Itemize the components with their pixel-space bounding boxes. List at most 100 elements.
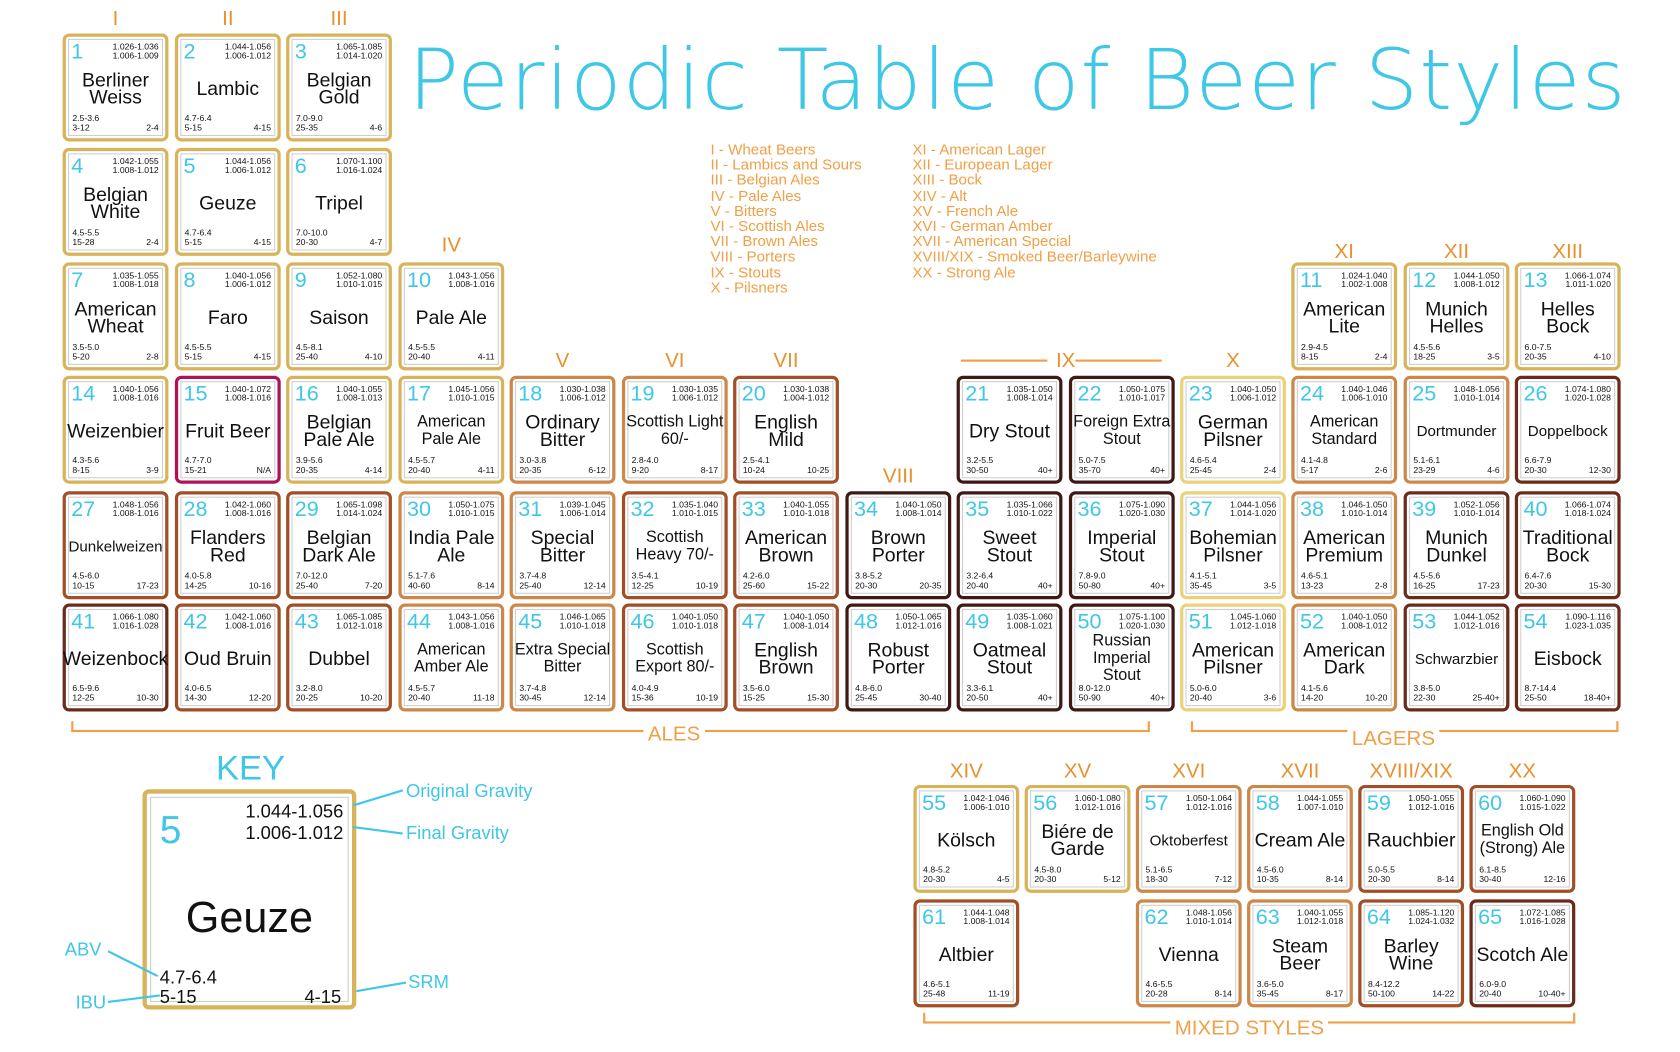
element-ibu: 9-20 [631,465,649,476]
element-inner-border [850,608,946,707]
element-ibu: 20-40 [1189,693,1212,703]
key-style-name: Geuze [185,893,314,942]
element-final-gravity: 1.008-1.016 [448,620,495,631]
mixed-label: MIXED STYLES [1170,1018,1329,1040]
element-srm: 5-12 [1103,874,1121,885]
element-srm: 10-25 [807,465,830,476]
element-inner-border [1185,381,1281,479]
element-style-name: Special Bitter [530,526,595,566]
element-abv: 4.0-5.8 [184,571,212,581]
style-element: 58 1.044-1.055 1.007-1.010 Cream Ale 4.5-6.0… [1247,784,1353,893]
element-original-gravity: 1.042-1.055 [112,156,159,167]
element-style-name: Dortmunder [1416,422,1497,440]
element-final-gravity: 1.008-1.014 [963,916,1010,927]
element-final-gravity: 1.006-1.014 [559,508,606,519]
element-original-gravity: 1.065-1.085 [336,612,383,622]
style-element: 62 1.048-1.056 1.010-1.014 Vienna 4.6-5.5 20-… [1135,899,1242,1008]
style-element: 29 1.065-1.098 1.014-1.024 Belgian Dark Ale… [286,491,392,600]
element-style-name: American Premium [1303,526,1386,566]
element-final-gravity: 1.008-1.021 [1006,620,1053,631]
element-srm: 2-4 [146,123,159,133]
element-srm: N/A [256,465,272,476]
element-inner-border [1296,608,1392,707]
element-inner-border [403,608,499,707]
element-srm: 3-9 [146,465,159,476]
element-abv: 3.7-4.8 [519,683,547,694]
style-element: 34 1.040-1.050 1.008-1.014 Brown Porter 3.8-… [845,491,952,600]
element-final-gravity: 1.012-1.016 [1408,802,1455,812]
element-final-gravity: 1.012-1.018 [1230,620,1277,631]
element-style-name: Berliner Weiss [82,69,150,108]
element-srm: 4-14 [364,465,383,476]
group-label: V [555,349,570,373]
element-abv: 2.5-4.1 [742,455,770,466]
page-title: Periodic Table of Beer Styles [408,32,1627,130]
element-final-gravity: 1.010-1.014 [1453,508,1500,519]
element-abv: 4.5-5.7 [408,683,436,694]
group-label: III [330,7,348,31]
element-srm: 2-6 [1374,465,1388,476]
element-style-name: American Wheat [74,297,157,337]
element-original-gravity: 1.046-1.065 [559,612,606,622]
element-inner-border [627,608,723,707]
element-ibu: 50-100 [1367,989,1395,999]
element-number: 43 [294,610,319,634]
element-style-name: Scottish Heavy 70/- [635,527,714,564]
element-final-gravity: 1.008-1.012 [112,165,159,175]
element-number: 11 [1299,268,1323,293]
style-element: 46 1.040-1.050 1.010-1.018 Scottish Export … [621,603,728,712]
element-abv: 4.5-5.5 [408,342,436,352]
element-ibu: 40-60 [408,580,431,591]
element-ibu: 20-30 [1367,874,1391,885]
element-final-gravity: 1.016-1.028 [112,620,159,631]
element-abv: 3.2-6.4 [966,571,994,581]
group-label: VII [773,349,799,373]
element-style-name: Extra Special Bitter [514,640,611,676]
element-inner-border [1520,267,1616,365]
element-final-gravity: 1.012-1.018 [1297,916,1344,927]
stouts-line-right [1075,359,1162,362]
element-inner-border [1074,381,1170,479]
element-number: 48 [854,610,879,634]
element-ibu: 5-20 [72,351,90,362]
style-element: 15 1.040-1.072 1.008-1.016 Fruit Beer 4.7-7.… [174,375,281,484]
element-style-name: Schwarzbier [1414,649,1499,668]
element-original-gravity: 1.048-1.056 [1185,908,1232,918]
element-number: 59 [1366,791,1391,816]
element-abv: 5.1-7.6 [408,571,436,581]
element-srm: 10-19 [695,693,719,703]
style-element: 31 1.039-1.045 1.006-1.014 Special Bitter 3.… [509,491,616,600]
element-abv: 8.4-12.2 [1367,979,1400,990]
element-final-gravity: 1.016-1.028 [1519,916,1566,927]
element-final-gravity: 1.020-1.030 [1118,508,1165,519]
element-final-gravity: 1.006-1.012 [224,165,272,175]
element-inner-border [1141,904,1237,1002]
element-srm: 2-4 [146,237,159,248]
group-label: I [112,7,119,31]
element-original-gravity: 1.050-1.065 [895,612,942,622]
element-final-gravity: 1.016-1.024 [336,165,383,175]
element-abv: 5.0-7.5 [1078,455,1106,466]
element-ibu: 25-48 [923,989,946,999]
style-element: 55 1.042-1.046 1.006-1.010 Kölsch 4.8-5.2 20-… [913,784,1020,893]
style-element: 48 1.050-1.065 1.012-1.016 Robust Porter 4.8… [845,603,952,712]
element-srm: 15-30 [1588,580,1611,591]
element-abv: 6.4-7.6 [1524,571,1552,581]
style-element: 54 1.090-1.116 1.023-1.035 Eisbock 8.7-14.4 2… [1514,603,1621,712]
element-original-gravity: 1.072-1.085 [1519,908,1566,918]
element-abv: 4.3-5.6 [72,455,100,466]
element-srm: 3-5 [1487,351,1500,362]
element-inner-border [1409,381,1505,479]
element-original-gravity: 1.066-1.074 [1564,499,1611,510]
element-original-gravity: 1.060-1.090 [1519,793,1566,804]
element-original-gravity: 1.050-1.075 [448,499,495,510]
element-original-gravity: 1.035-1.066 [1006,499,1053,510]
element-srm: 4-15 [253,237,272,248]
element-abv: 3.7-4.8 [519,571,547,581]
element-abv: 4.5-5.5 [184,342,212,352]
element-ibu: 5-15 [184,351,202,362]
element-original-gravity: 1.035-1.040 [671,499,719,510]
element-number: 54 [1523,610,1548,634]
element-ibu: 18-25 [1413,351,1436,362]
style-element: 49 1.035-1.060 1.008-1.021 Oatmeal Stout 3.3… [956,603,1063,712]
